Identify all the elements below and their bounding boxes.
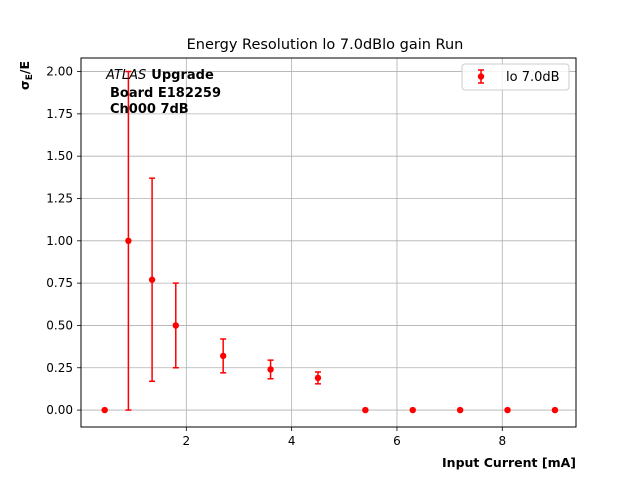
y-axis-label: σE/E [17, 61, 35, 90]
data-point [504, 406, 511, 414]
atlas-label: ATLAS Upgrade [105, 68, 214, 83]
legend-marker [477, 73, 485, 80]
x-axis-ticks: 2 4 6 8 [182, 427, 506, 448]
y-axis-ticks: 0.00 0.25 0.50 0.75 1.00 1.25 1.50 1.75 2.00 [46, 65, 81, 417]
atlas-experiment: ATLAS [105, 68, 146, 83]
x-axis-label: Input Current [mA] [442, 455, 576, 470]
data-point [219, 352, 227, 360]
y-tick-label: 0.50 [46, 318, 73, 332]
y-tick-label: 1.75 [46, 107, 73, 121]
data-point [409, 406, 416, 414]
data-point [362, 406, 369, 414]
y-tick-label: 1.00 [46, 234, 73, 248]
y-axis-label-tail: /E [17, 61, 32, 74]
legend-box [461, 63, 570, 91]
y-tick-label: 0.25 [46, 361, 73, 375]
data-point [172, 322, 179, 329]
data-point [101, 406, 108, 414]
legend-label: lo 7.0dB [506, 70, 560, 85]
data-point [456, 406, 464, 414]
legend: lo 7.0dB [461, 63, 570, 91]
data-series [101, 70, 559, 414]
grid [81, 58, 576, 427]
y-tick-label: 0.75 [46, 276, 73, 290]
y-tick-label: 2.00 [46, 65, 73, 79]
y-axis-label-sigma: σ [17, 80, 32, 90]
channel-label: Ch000 7dB [110, 102, 189, 117]
data-point [267, 366, 274, 373]
y-axis-label-subscript: E [25, 74, 35, 80]
x-tick-label: 8 [498, 434, 506, 448]
data-point [148, 276, 156, 283]
data-point [551, 406, 559, 414]
axes-frame [80, 57, 577, 428]
y-tick-label: 1.50 [46, 149, 73, 163]
x-tick-label: 6 [393, 434, 401, 448]
y-tick-label: 1.25 [46, 191, 73, 205]
y-tick-label: 0.00 [46, 403, 73, 417]
data-point [125, 237, 132, 245]
x-tick-label: 4 [288, 434, 296, 448]
data-point [314, 374, 322, 382]
x-tick-label: 2 [182, 434, 190, 448]
chart-title: Energy Resolution lo 7.0dBlo gain Run [187, 37, 464, 53]
atlas-tag: Upgrade [151, 68, 214, 83]
atlas-annotation: ATLAS Upgrade Board E182259 Ch000 7dB [105, 68, 221, 117]
board-label: Board E182259 [110, 86, 221, 101]
